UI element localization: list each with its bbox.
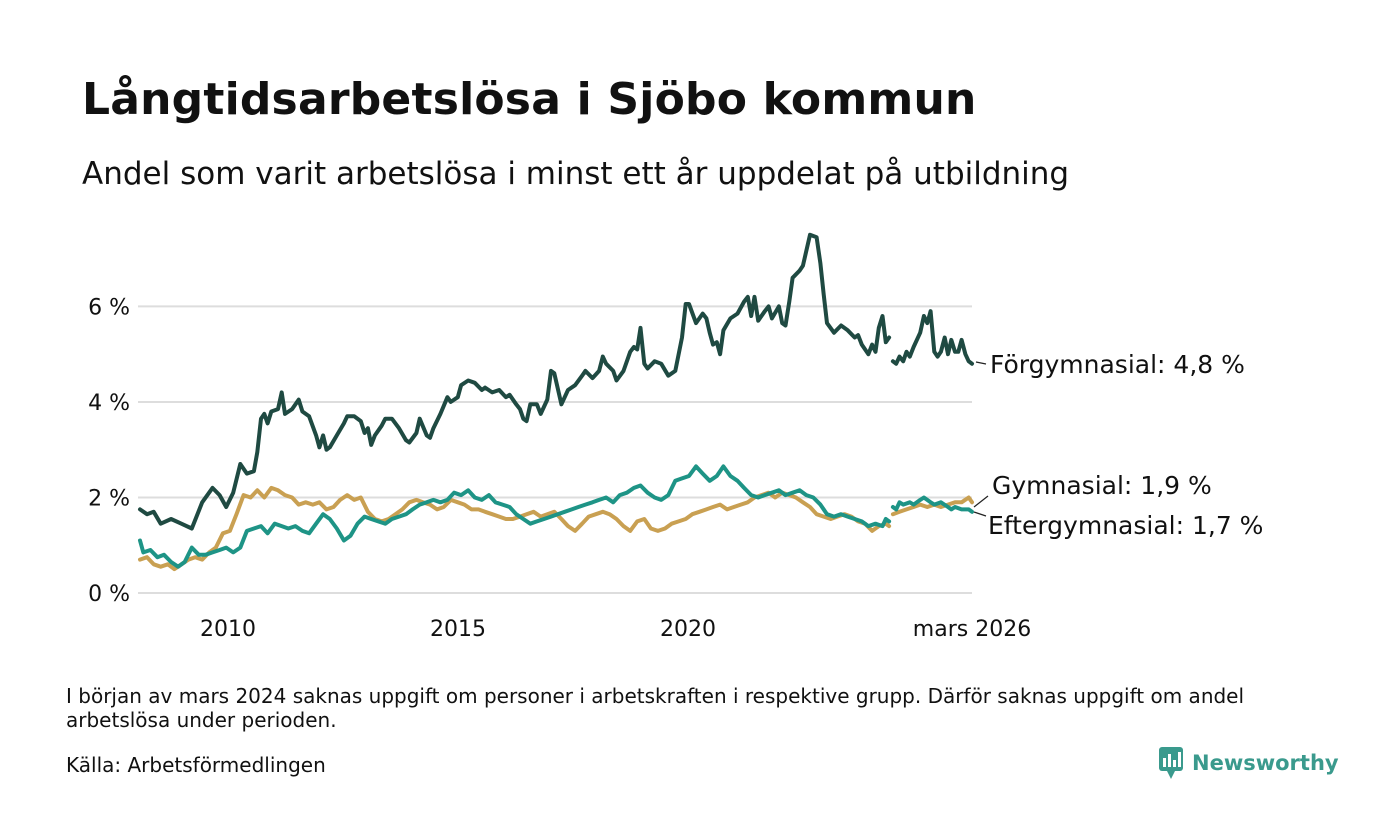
series-line-förgymnasial	[138, 232, 892, 531]
series-line-eftergymnasial	[890, 495, 974, 514]
x-tick-label: 2020	[660, 617, 716, 642]
x-tick-label: mars 2026	[913, 617, 1031, 642]
series-lines	[138, 232, 974, 572]
series-end-label: Förgymnasial: 4,8 %	[990, 350, 1245, 379]
label-leader-line	[975, 361, 987, 365]
y-tick-label: 2 %	[88, 486, 130, 511]
source-note: Källa: Arbetsförmedlingen	[66, 753, 326, 777]
x-tick-label: 2015	[430, 617, 486, 642]
chart-subtitle: Andel som varit arbetslösa i minst ett å…	[82, 156, 1070, 192]
series-end-labels: Förgymnasial: 4,8 % Gymnasial: 1,9 % Efter…	[973, 350, 1263, 540]
brand-name: Newsworthy	[1192, 751, 1339, 775]
newsworthy-logo-icon	[1159, 747, 1183, 779]
label-leader-line	[973, 495, 989, 508]
series-line-eftergymnasial	[138, 464, 892, 569]
x-tick-label: 2010	[200, 617, 256, 642]
x-axis-ticks: 2010 2015 2020 mars 2026	[200, 617, 1031, 642]
y-tick-label: 0 %	[88, 582, 130, 607]
y-tick-label: 4 %	[88, 391, 130, 416]
chart-title: Långtidsarbetslösa i Sjöbo kommun	[82, 74, 977, 125]
grid-lines	[138, 305, 972, 594]
series-line-förgymnasial	[890, 309, 974, 366]
series-end-label: Eftergymnasial: 1,7 %	[988, 511, 1263, 540]
series-end-label: Gymnasial: 1,9 %	[992, 471, 1212, 500]
y-axis-ticks: 0 % 2 % 4 % 6 %	[88, 295, 130, 607]
footnote: I början av mars 2024 saknas uppgift om …	[66, 684, 1245, 732]
line-chart: 0 % 2 % 4 % 6 % 2010 2015 2020 mars 2026 Förgy…	[88, 232, 1263, 642]
y-tick-label: 6 %	[88, 295, 130, 320]
brand-logo[interactable]: Newsworthy	[1158, 745, 1339, 781]
label-leader-line	[973, 511, 987, 517]
